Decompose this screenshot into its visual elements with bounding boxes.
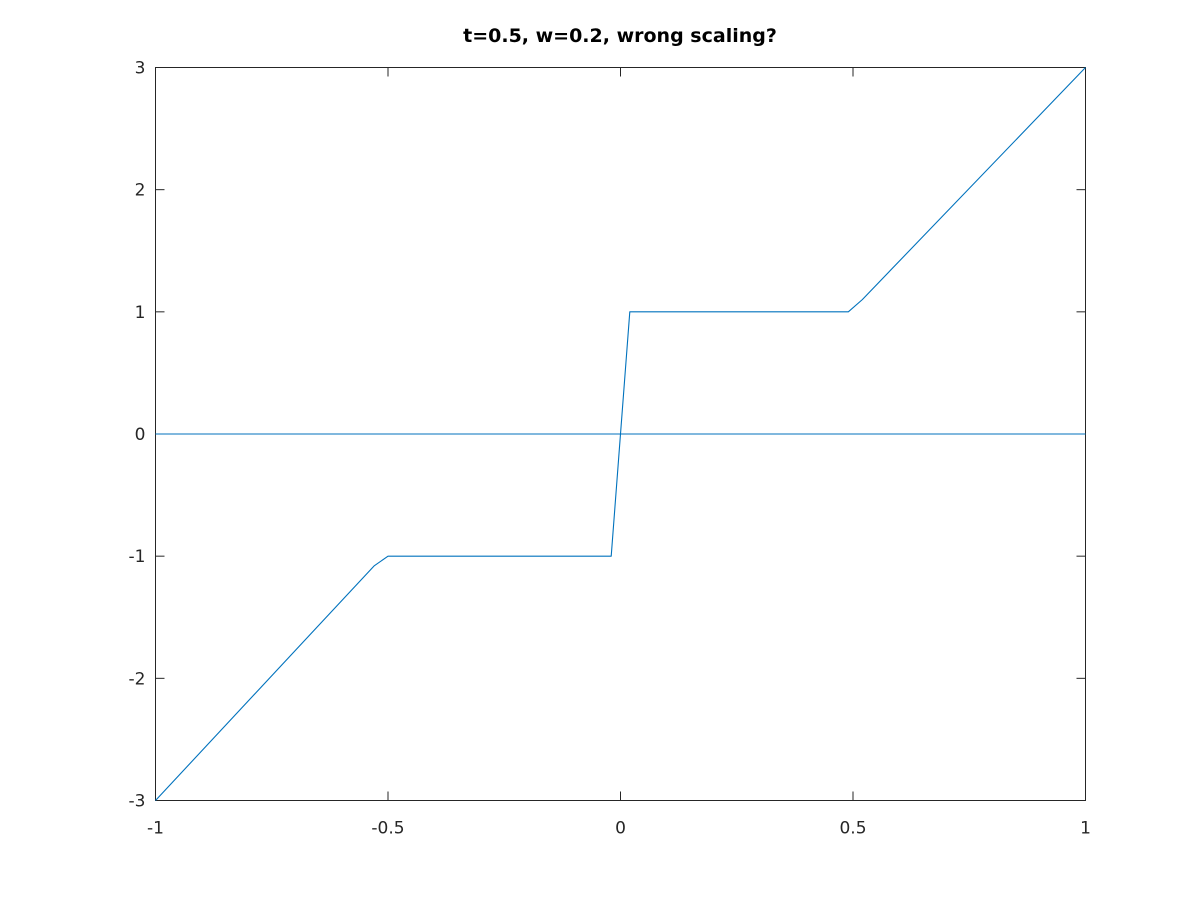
x-tick-label: 0 — [615, 819, 626, 839]
y-tick-label: 3 — [135, 59, 146, 79]
y-tick-label: -1 — [129, 547, 146, 567]
x-tick-label: -1 — [147, 819, 164, 839]
x-tick-label: -0.5 — [371, 819, 404, 839]
x-tick-label: 1 — [1080, 819, 1091, 839]
y-tick-label: 0 — [135, 425, 146, 445]
y-tick-label: -2 — [129, 669, 146, 689]
x-tick-label: 0.5 — [839, 819, 866, 839]
series-group — [155, 67, 1086, 801]
ticks-group: -1 -0.5 0 0.5 1 -3 -2 -1 0 1 2 3 — [129, 59, 1091, 839]
y-tick-label: 2 — [135, 181, 146, 201]
chart-title: t=0.5, w=0.2, wrong scaling? — [463, 25, 777, 47]
y-tick-label: -3 — [129, 792, 146, 812]
y-tick-label: 1 — [135, 303, 146, 323]
